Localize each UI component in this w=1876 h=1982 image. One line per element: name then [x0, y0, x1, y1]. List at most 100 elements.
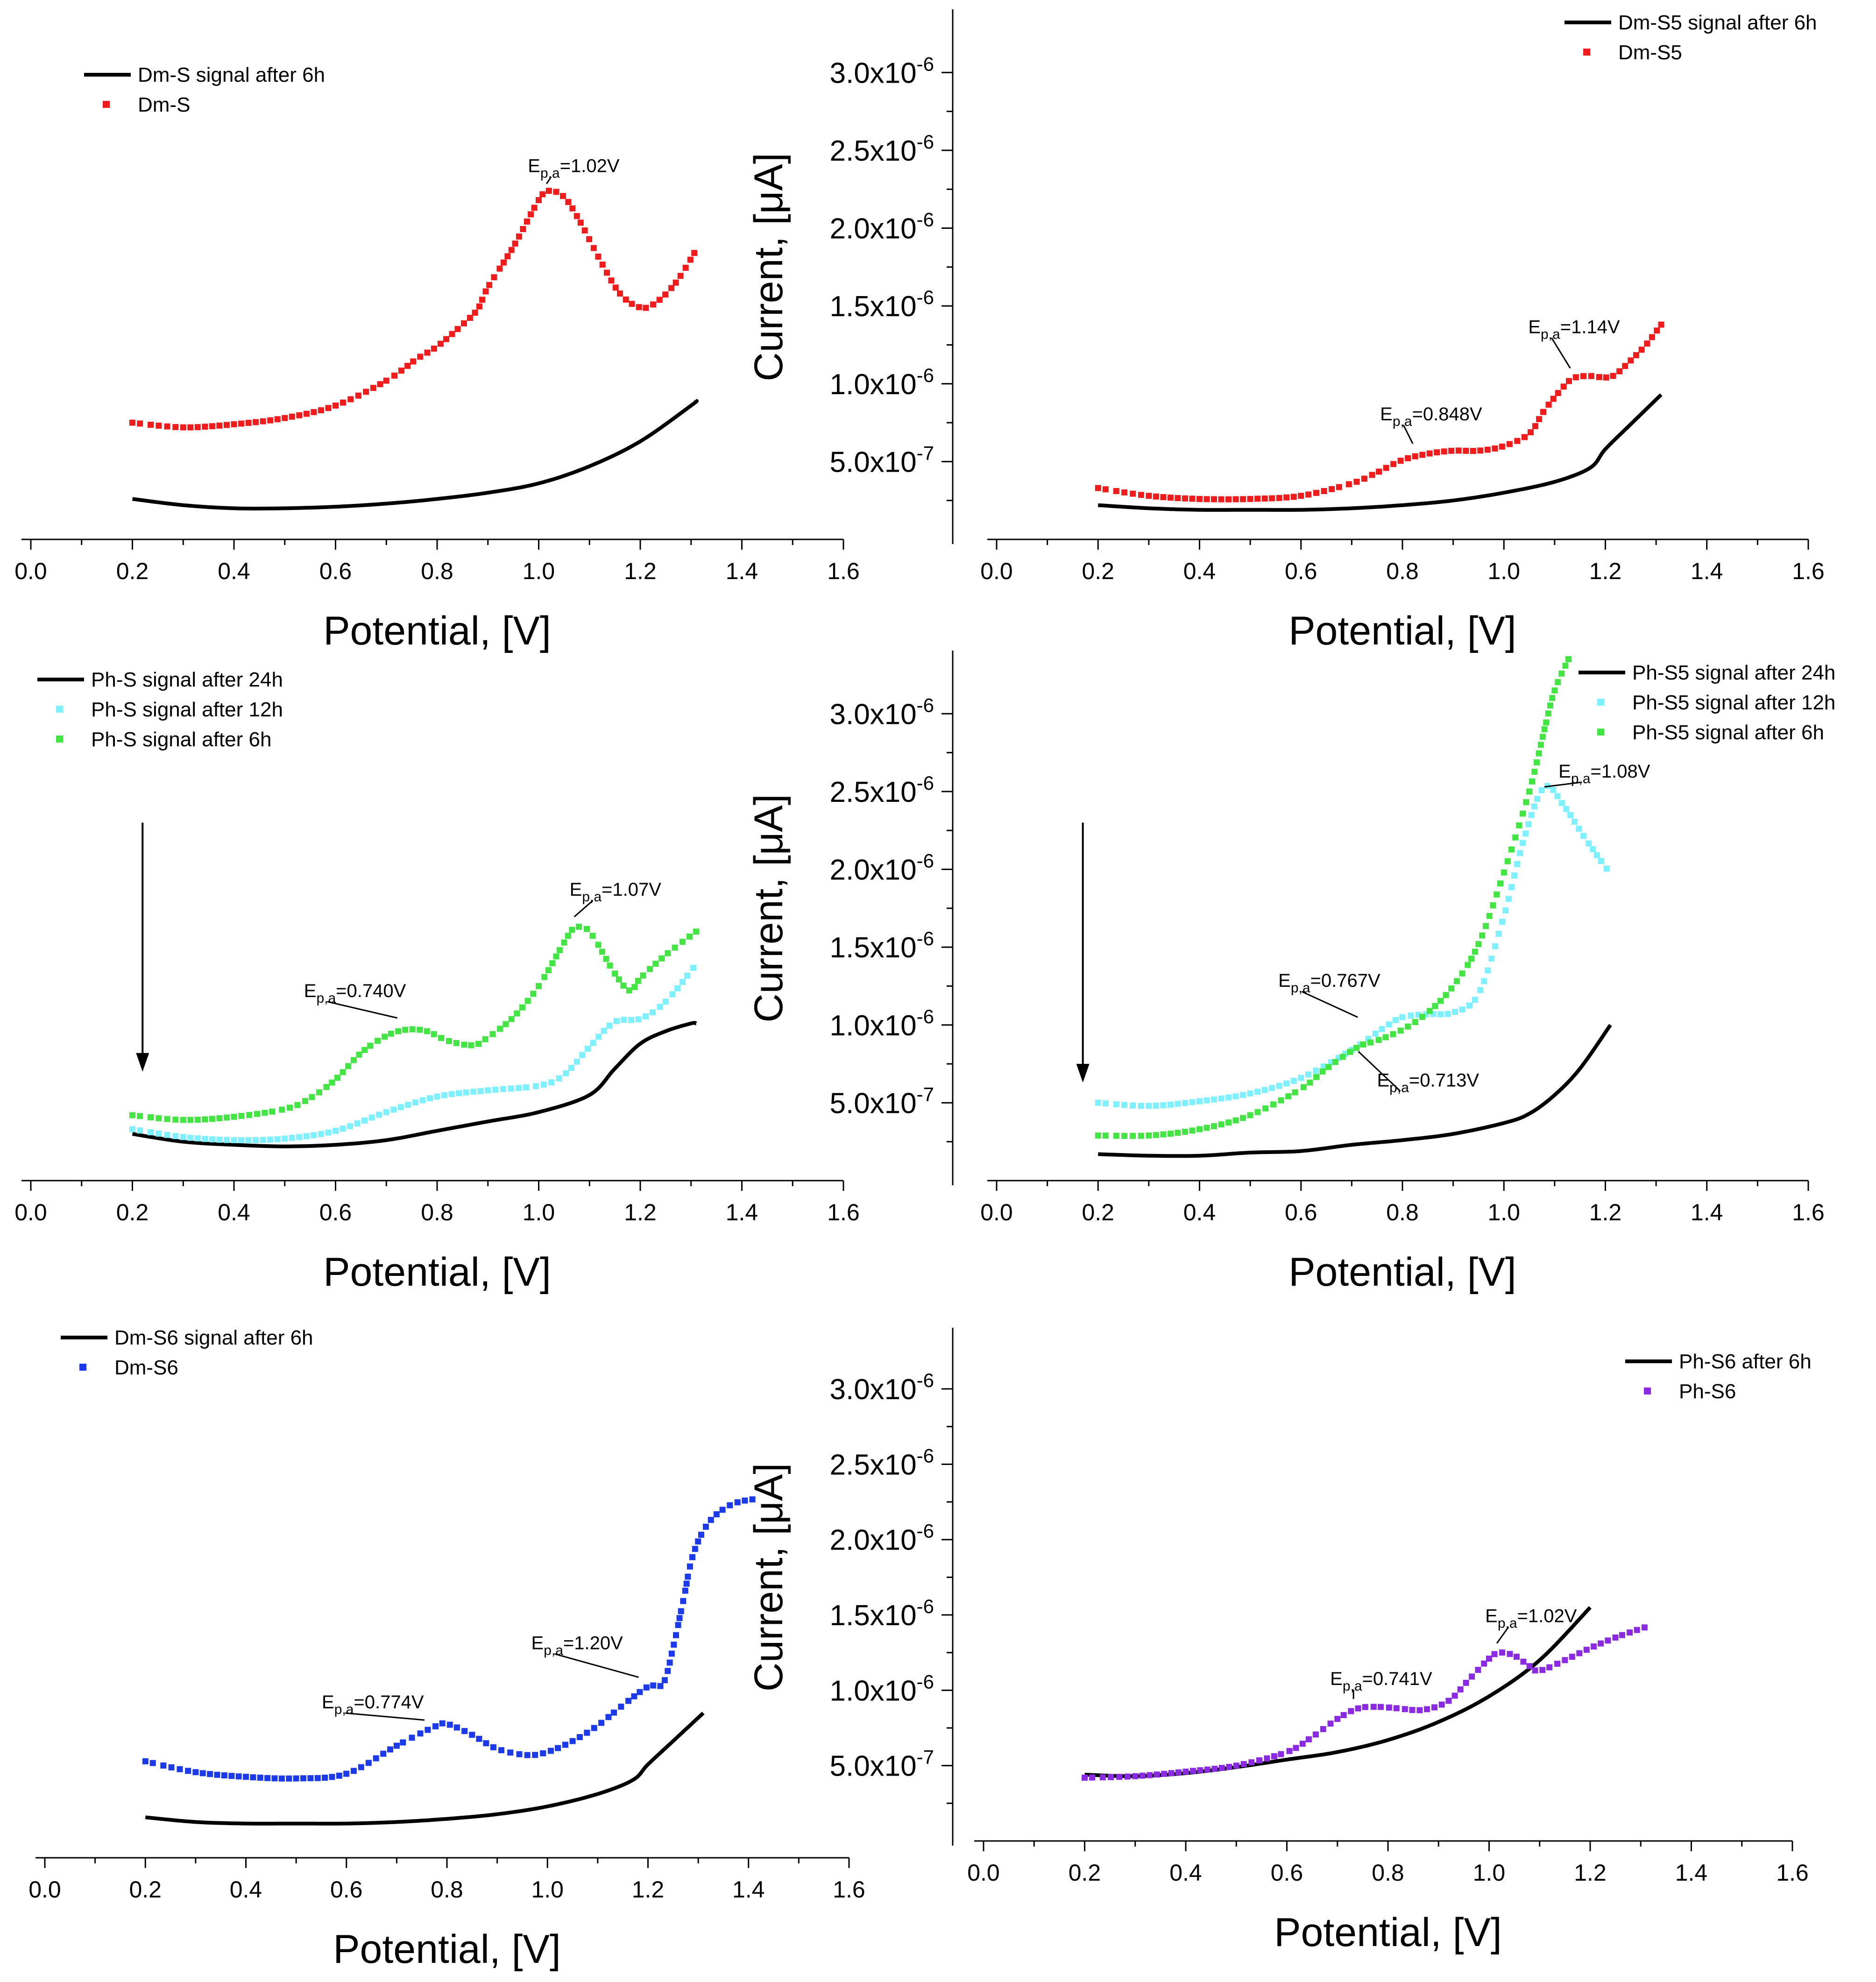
data-point: [228, 1773, 235, 1779]
data-point: [274, 1136, 281, 1142]
data-point: [545, 188, 552, 194]
data-point: [668, 1650, 675, 1657]
x-tick-label: 1.0: [1487, 1199, 1520, 1225]
legend-swatch-marker: [1597, 699, 1604, 706]
data-point: [1497, 880, 1503, 887]
data-point: [434, 1093, 440, 1100]
data-point: [1160, 1102, 1167, 1109]
y-tick-label: 2.5x10-6: [829, 131, 934, 167]
data-point: [573, 1058, 580, 1065]
data-point: [1563, 806, 1570, 812]
data-point: [260, 418, 266, 425]
panel-ph-s5: 0.0 0.2 0.4 0.6 0.8 1.0 1.2 1.4 1.6 Potential, [V…: [746, 651, 1835, 1295]
data-point: [1130, 1133, 1136, 1139]
data-point: [1211, 1123, 1217, 1129]
data-point: [1491, 1651, 1498, 1657]
data-point: [438, 1035, 444, 1041]
data-point: [199, 1770, 206, 1777]
data-point: [1225, 1094, 1232, 1101]
legend-swatch-marker: [1644, 1387, 1651, 1394]
data-point: [1485, 967, 1491, 974]
series-line-dm-s-0: [132, 399, 699, 510]
x-tick-label: 1.0: [531, 1876, 564, 1903]
data-point: [549, 960, 556, 966]
data-point: [1370, 1704, 1377, 1710]
data-point: [1369, 472, 1375, 478]
y-tick-label: 1.5x10-6: [829, 927, 934, 964]
data-point: [361, 1117, 368, 1124]
annotation-leader: [327, 1001, 398, 1019]
data-point: [282, 1135, 288, 1142]
data-point: [1504, 858, 1511, 864]
data-point: [476, 303, 482, 310]
data-point: [1583, 1647, 1590, 1653]
data-point: [650, 301, 656, 308]
data-point: [376, 1111, 382, 1118]
data-point: [1505, 896, 1512, 902]
data-point: [547, 1748, 554, 1754]
data-point: [1586, 840, 1592, 847]
data-point: [456, 1090, 462, 1097]
data-point: [194, 1135, 201, 1142]
data-point: [620, 982, 627, 989]
data-point: [1426, 1008, 1433, 1014]
data-point: [1426, 450, 1433, 457]
y-axis-title: Current, [μA]: [746, 1463, 791, 1692]
data-point: [172, 424, 179, 430]
data-point: [1383, 465, 1389, 471]
data-point: [702, 1523, 709, 1530]
data-point: [180, 424, 186, 431]
data-point: [689, 1554, 695, 1560]
data-point: [713, 1511, 720, 1517]
x-tick-label: 1.4: [1675, 1860, 1708, 1886]
data-point: [1576, 825, 1582, 832]
data-point: [1146, 1103, 1152, 1109]
data-point: [1377, 1704, 1384, 1710]
data-point: [388, 1030, 394, 1037]
data-point: [1313, 1074, 1320, 1080]
data-point: [1528, 812, 1535, 818]
data-point: [1247, 1090, 1253, 1097]
data-point: [235, 1773, 242, 1780]
data-point: [1204, 1766, 1211, 1773]
data-point: [1513, 1654, 1520, 1660]
data-point: [553, 189, 559, 195]
data-point: [347, 396, 354, 403]
data-point: [1627, 1629, 1633, 1636]
data-point: [1567, 812, 1574, 818]
legend-label: Dm-S5 signal after 6h: [1618, 11, 1817, 34]
data-point: [1539, 1667, 1546, 1673]
data-point: [1644, 340, 1650, 347]
data-point: [1468, 956, 1474, 962]
data-point: [657, 1004, 663, 1010]
data-point: [1488, 956, 1495, 962]
data-point: [637, 1689, 643, 1695]
data-point: [650, 1009, 656, 1016]
data-point: [1203, 1125, 1210, 1131]
data-point: [1408, 1012, 1414, 1019]
peak-annotation: Ep,a=1.02V: [528, 156, 620, 181]
data-point: [500, 259, 507, 266]
data-point: [1367, 1039, 1373, 1046]
legend-label: Dm-S6: [114, 1356, 178, 1379]
data-point: [504, 253, 511, 260]
data-point: [1546, 1664, 1553, 1671]
y-tick-label: 3.0x10-6: [829, 694, 934, 730]
data-point: [1321, 488, 1327, 494]
x-tick-label: 0.0: [980, 558, 1013, 584]
data-point: [1588, 373, 1594, 379]
data-point: [365, 1760, 372, 1766]
data-point: [355, 392, 361, 399]
data-point: [1596, 374, 1602, 380]
data-point: [350, 1057, 357, 1063]
data-point: [441, 1092, 447, 1098]
x-tick-label: 0.6: [1285, 1199, 1317, 1225]
data-point: [536, 983, 542, 989]
annotation-leader: [1358, 1051, 1401, 1092]
x-tick-label: 1.0: [1473, 1860, 1506, 1886]
data-point: [1240, 1115, 1246, 1121]
data-point: [1271, 1753, 1277, 1760]
x-tick-label: 0.8: [431, 1876, 463, 1903]
data-point: [156, 422, 162, 429]
data-point: [1424, 1706, 1430, 1713]
